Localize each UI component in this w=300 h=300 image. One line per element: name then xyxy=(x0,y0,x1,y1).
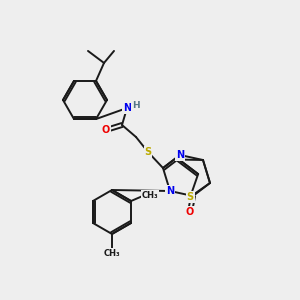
Text: N: N xyxy=(176,150,184,160)
Text: O: O xyxy=(102,125,110,135)
Text: O: O xyxy=(186,207,194,217)
Text: N: N xyxy=(166,186,174,196)
Text: S: S xyxy=(144,147,152,157)
Text: N: N xyxy=(123,103,131,113)
Text: CH₃: CH₃ xyxy=(142,190,158,200)
Text: H: H xyxy=(132,101,140,110)
Text: CH₃: CH₃ xyxy=(104,248,120,257)
Text: S: S xyxy=(187,192,194,202)
